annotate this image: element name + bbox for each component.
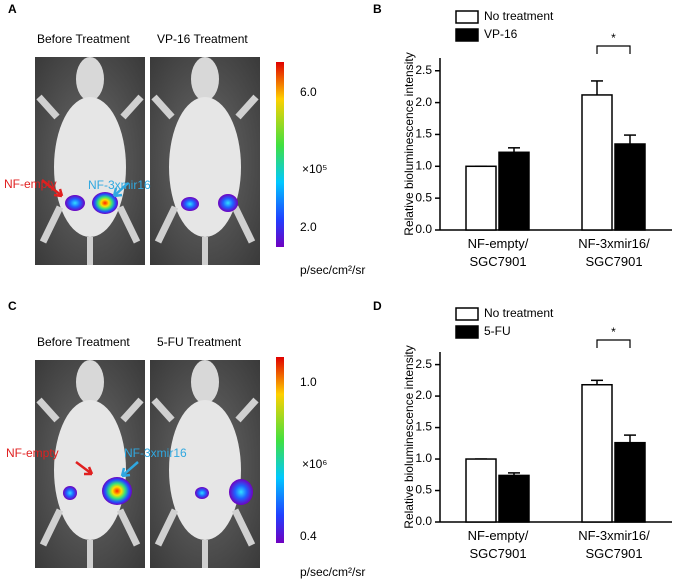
signal bbox=[102, 477, 132, 505]
mouse-image bbox=[150, 57, 260, 265]
bar bbox=[465, 165, 497, 231]
y-tick-label: 0.5 bbox=[415, 190, 432, 204]
signal bbox=[63, 486, 77, 500]
y-tick-label: 0.0 bbox=[415, 514, 432, 528]
label: NF-empty bbox=[6, 446, 59, 460]
label: NF-3xmir16 bbox=[88, 178, 151, 192]
y-tick-label: 1.5 bbox=[415, 127, 432, 141]
bar bbox=[581, 383, 613, 523]
x-tick-label: NF-empty/ SGC7901 bbox=[467, 528, 529, 561]
y-tick-label: 1.5 bbox=[415, 420, 432, 434]
bar bbox=[614, 143, 646, 231]
y-tick-label: 2.5 bbox=[415, 63, 432, 77]
y-tick-label: 2.0 bbox=[415, 388, 432, 402]
bar bbox=[581, 94, 613, 231]
legend-label: VP-16 bbox=[484, 27, 518, 41]
y-axis-label: Relative bioluminescence intensity bbox=[402, 345, 416, 528]
color-bar bbox=[276, 62, 284, 247]
bar bbox=[498, 474, 530, 523]
unit: p/sec/cm²/sr bbox=[300, 263, 365, 277]
label: NF-3xmir16 bbox=[124, 446, 187, 460]
color-bar bbox=[276, 357, 284, 543]
scale-label: ×10⁵ bbox=[302, 162, 327, 176]
y-tick-label: 1.0 bbox=[415, 451, 432, 465]
significance-label: * bbox=[611, 325, 616, 339]
panel-letter: B bbox=[373, 2, 382, 16]
unit: p/sec/cm²/sr bbox=[300, 565, 365, 579]
mouse-image bbox=[35, 360, 145, 568]
y-tick-label: 0.0 bbox=[415, 222, 432, 236]
image-title: 5-FU Treatment bbox=[157, 335, 242, 349]
significance-bracket bbox=[596, 339, 631, 348]
significance-bracket bbox=[596, 45, 631, 54]
significance-label: * bbox=[611, 31, 616, 45]
signal bbox=[181, 197, 199, 211]
x-tick-label: NF-3xmir16/ SGC7901 bbox=[578, 528, 650, 561]
bar bbox=[465, 458, 497, 523]
scale-label: 0.4 bbox=[300, 529, 317, 543]
legend-swatch bbox=[455, 307, 479, 321]
scale-label: 2.0 bbox=[300, 220, 317, 234]
legend-swatch bbox=[455, 28, 479, 42]
legend-swatch bbox=[455, 325, 479, 339]
legend-label: No treatment bbox=[484, 9, 554, 23]
y-tick-label: 2.5 bbox=[415, 357, 432, 371]
x-tick-label: NF-empty/ SGC7901 bbox=[467, 236, 529, 269]
bar bbox=[498, 151, 530, 231]
legend-label: 5-FU bbox=[484, 324, 511, 338]
signal bbox=[229, 479, 253, 505]
x-tick-label: NF-3xmir16/ SGC7901 bbox=[578, 236, 650, 269]
scale-label: ×10⁶ bbox=[302, 457, 327, 471]
panel-letter: A bbox=[8, 2, 17, 16]
y-tick-label: 0.5 bbox=[415, 483, 432, 497]
mouse-image bbox=[150, 360, 260, 568]
signal bbox=[195, 487, 209, 499]
panel-letter: C bbox=[8, 299, 17, 313]
mouse-image bbox=[35, 57, 145, 265]
image-title: Before Treatment bbox=[37, 32, 130, 46]
image-title: VP-16 Treatment bbox=[157, 32, 248, 46]
image-title: Before Treatment bbox=[37, 335, 130, 349]
y-axis-label: Relative bioluminescence intensity bbox=[402, 52, 416, 235]
bar bbox=[614, 441, 646, 523]
signal bbox=[92, 192, 118, 214]
scale-label: 1.0 bbox=[300, 375, 317, 389]
y-tick-label: 2.0 bbox=[415, 95, 432, 109]
legend-label: No treatment bbox=[484, 306, 554, 320]
signal bbox=[218, 194, 238, 212]
y-tick-label: 1.0 bbox=[415, 158, 432, 172]
legend-swatch bbox=[455, 10, 479, 24]
signal bbox=[65, 195, 85, 211]
panel-letter: D bbox=[373, 299, 382, 313]
scale-label: 6.0 bbox=[300, 85, 317, 99]
